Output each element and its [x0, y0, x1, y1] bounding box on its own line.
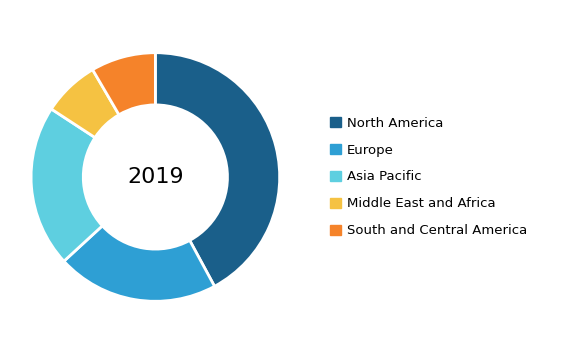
- Text: 2019: 2019: [127, 167, 184, 187]
- Wedge shape: [93, 53, 155, 115]
- Wedge shape: [155, 53, 280, 286]
- Wedge shape: [51, 70, 119, 138]
- Wedge shape: [31, 109, 102, 261]
- Legend: North America, Europe, Asia Pacific, Middle East and Africa, South and Central A: North America, Europe, Asia Pacific, Mid…: [330, 117, 528, 237]
- Wedge shape: [64, 226, 215, 301]
